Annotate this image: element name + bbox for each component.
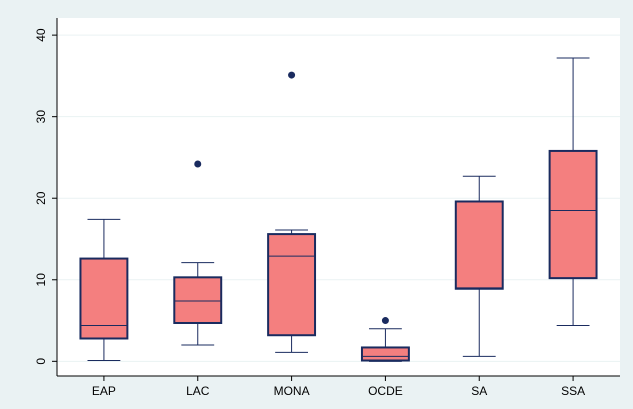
x-tick-label: SSA (561, 384, 585, 398)
x-tick-label: EAP (92, 384, 116, 398)
plot-area (57, 18, 620, 376)
x-tick-label: MONA (274, 384, 310, 398)
y-tick-label: 20 (34, 191, 48, 205)
y-tick-label: 40 (34, 28, 48, 42)
box (79, 257, 129, 340)
x-tick-label: OCDE (368, 384, 403, 398)
outlier (381, 317, 389, 325)
x-tick-label: LAC (186, 384, 210, 398)
outlier (288, 71, 296, 79)
y-tick-label: 30 (34, 110, 48, 124)
y-tick-label: 10 (34, 273, 48, 287)
y-tick-label: 0 (34, 358, 48, 365)
box (267, 233, 317, 337)
box (360, 346, 410, 362)
x-tick-label: SA (471, 384, 487, 398)
box (548, 149, 598, 280)
box (173, 276, 223, 324)
box (454, 200, 504, 290)
outlier (194, 160, 202, 168)
